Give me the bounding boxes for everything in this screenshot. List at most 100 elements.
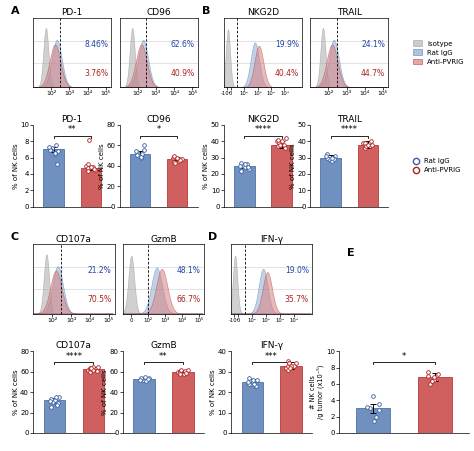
Title: NKG2D: NKG2D — [247, 115, 279, 124]
Point — [431, 374, 438, 381]
Point — [171, 153, 178, 160]
Title: TRAIL: TRAIL — [337, 115, 362, 124]
Point — [89, 164, 97, 171]
Bar — [320, 157, 341, 207]
Point — [373, 413, 380, 420]
Point — [326, 156, 333, 163]
Bar — [242, 382, 263, 433]
Point — [274, 136, 282, 143]
Point — [362, 143, 370, 150]
Point — [47, 396, 55, 403]
Bar — [356, 409, 390, 433]
Text: 40.9%: 40.9% — [170, 69, 194, 78]
Point — [370, 417, 378, 424]
Point — [363, 403, 371, 410]
Point — [169, 154, 176, 161]
Point — [284, 362, 292, 369]
Text: 19.9%: 19.9% — [275, 40, 299, 49]
Point — [287, 362, 295, 369]
Title: NKG2D: NKG2D — [247, 8, 279, 17]
Point — [176, 156, 184, 163]
Point — [47, 404, 55, 411]
Point — [94, 363, 102, 370]
Title: IFN-γ: IFN-γ — [260, 235, 283, 244]
Point — [184, 366, 191, 373]
Point — [328, 157, 336, 165]
Point — [136, 376, 144, 383]
Point — [84, 165, 91, 172]
Title: CD96: CD96 — [146, 115, 171, 124]
Point — [276, 141, 283, 148]
Point — [91, 166, 99, 174]
Point — [88, 365, 95, 372]
Point — [140, 142, 147, 149]
Point — [53, 402, 60, 409]
Y-axis label: % of NK cells: % of NK cells — [102, 369, 108, 415]
Text: 3.76%: 3.76% — [84, 69, 108, 78]
Point — [90, 363, 97, 370]
Point — [180, 370, 188, 377]
Point — [245, 380, 253, 387]
Point — [176, 368, 183, 375]
Text: 35.7%: 35.7% — [285, 295, 309, 304]
Point — [361, 144, 369, 152]
Bar — [81, 168, 101, 207]
Title: CD107a: CD107a — [56, 341, 92, 350]
Point — [137, 374, 145, 382]
Point — [52, 397, 59, 404]
Bar — [130, 153, 150, 207]
Bar — [134, 379, 155, 433]
Text: D: D — [208, 232, 218, 242]
Y-axis label: # NK cells
/g tumor (x10⁻⁵): # NK cells /g tumor (x10⁻⁵) — [310, 365, 324, 419]
Point — [245, 166, 253, 173]
Point — [84, 168, 91, 175]
Point — [250, 380, 258, 387]
Legend: Isotype, Rat IgG, Anti-PVRIG: Isotype, Rat IgG, Anti-PVRIG — [413, 40, 465, 65]
Point — [87, 163, 95, 170]
Point — [145, 374, 153, 382]
Point — [369, 392, 377, 400]
Point — [181, 367, 189, 374]
Point — [51, 150, 58, 157]
Point — [376, 406, 383, 414]
Point — [236, 162, 244, 170]
Point — [369, 141, 376, 148]
Point — [51, 149, 58, 156]
Point — [284, 366, 292, 373]
Point — [54, 147, 62, 155]
Point — [54, 161, 61, 168]
Point — [244, 164, 252, 171]
Point — [144, 375, 152, 382]
Point — [244, 378, 252, 386]
Point — [173, 154, 181, 161]
Point — [243, 161, 250, 168]
Point — [291, 362, 298, 369]
Point — [87, 365, 94, 372]
Point — [85, 136, 93, 143]
Point — [247, 380, 255, 387]
Point — [280, 141, 287, 148]
Text: ****: **** — [341, 125, 358, 134]
Point — [89, 366, 96, 373]
Point — [365, 141, 372, 148]
Point — [375, 401, 383, 408]
Y-axis label: % of NK cells: % of NK cells — [13, 369, 18, 415]
Point — [46, 398, 54, 405]
Title: IFN-γ: IFN-γ — [260, 341, 283, 350]
Point — [286, 364, 294, 371]
Point — [170, 158, 178, 166]
Point — [366, 405, 374, 412]
Point — [242, 164, 249, 171]
Point — [87, 364, 95, 371]
Point — [282, 134, 290, 142]
Text: 48.1%: 48.1% — [177, 266, 201, 275]
Point — [177, 366, 185, 373]
Point — [176, 370, 183, 377]
Point — [324, 151, 331, 158]
Text: *: * — [402, 352, 406, 361]
Point — [237, 167, 245, 174]
Point — [133, 149, 140, 156]
Text: 66.7%: 66.7% — [177, 295, 201, 304]
Title: CD96: CD96 — [146, 8, 171, 17]
Point — [140, 147, 148, 154]
